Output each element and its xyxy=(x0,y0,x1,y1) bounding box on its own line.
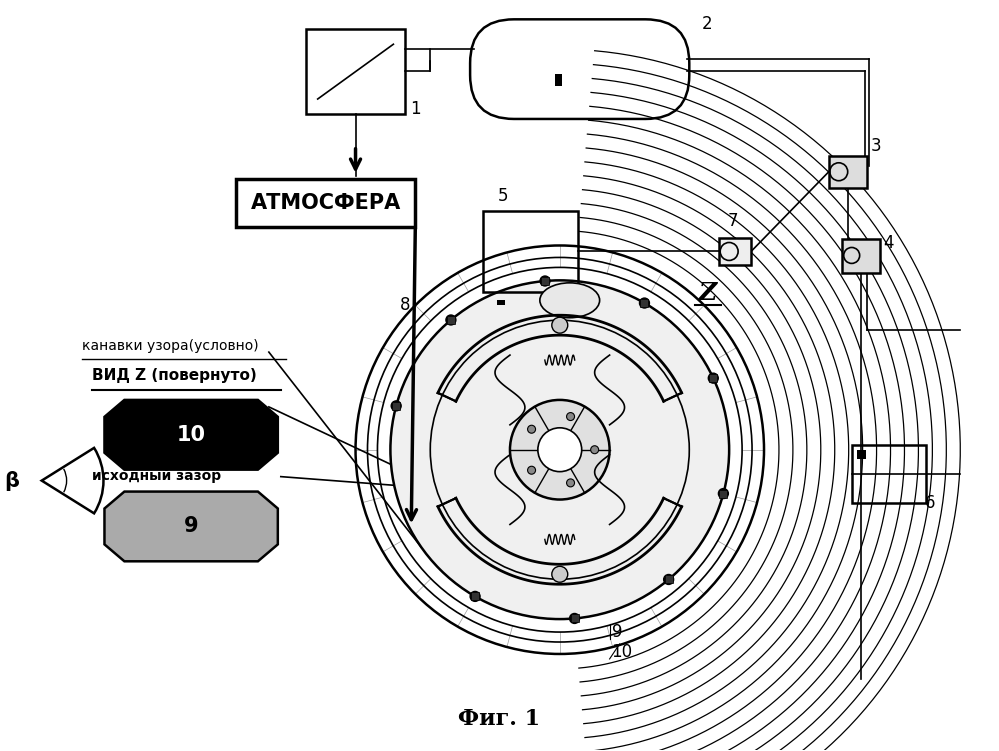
Circle shape xyxy=(551,566,567,582)
Text: АТМОСФЕРА: АТМОСФЕРА xyxy=(251,193,401,213)
Bar xyxy=(570,614,578,623)
Bar xyxy=(640,299,648,307)
Bar xyxy=(472,593,480,600)
Text: 7: 7 xyxy=(727,212,737,230)
Bar xyxy=(484,210,577,292)
Text: 6: 6 xyxy=(924,493,935,511)
Polygon shape xyxy=(105,400,278,469)
Text: 4: 4 xyxy=(883,234,894,252)
Bar xyxy=(842,239,879,273)
Bar xyxy=(541,277,549,285)
Text: 3: 3 xyxy=(870,137,881,155)
Circle shape xyxy=(527,466,535,474)
Text: канавки узора(условно): канавки узора(условно) xyxy=(82,339,258,353)
Circle shape xyxy=(392,401,402,411)
Circle shape xyxy=(566,479,574,487)
Bar xyxy=(719,237,751,265)
Circle shape xyxy=(471,592,481,602)
Circle shape xyxy=(708,373,718,383)
Circle shape xyxy=(527,425,535,433)
Bar xyxy=(236,179,416,227)
Bar xyxy=(554,74,561,86)
Circle shape xyxy=(663,575,673,584)
Circle shape xyxy=(639,298,649,308)
Text: исходный зазор: исходный зазор xyxy=(92,469,221,483)
Circle shape xyxy=(391,280,729,619)
Circle shape xyxy=(509,400,609,499)
Bar xyxy=(829,155,867,188)
Circle shape xyxy=(718,489,728,499)
Text: 9: 9 xyxy=(184,517,199,536)
Text: ВИД Z (повернуто): ВИД Z (повернуто) xyxy=(92,368,257,383)
Bar xyxy=(393,402,401,410)
Text: 1: 1 xyxy=(411,100,421,118)
Bar xyxy=(719,490,727,498)
Circle shape xyxy=(569,614,579,623)
Bar xyxy=(664,575,672,584)
Text: 2: 2 xyxy=(702,15,713,33)
Polygon shape xyxy=(105,492,278,561)
Text: 8: 8 xyxy=(401,296,411,314)
Circle shape xyxy=(551,317,567,333)
Text: 5: 5 xyxy=(499,187,508,205)
Circle shape xyxy=(537,428,581,472)
Text: 9: 9 xyxy=(611,623,622,641)
Circle shape xyxy=(446,315,456,325)
Bar xyxy=(306,29,406,114)
Text: Фиг. 1: Фиг. 1 xyxy=(458,707,540,730)
Text: 10: 10 xyxy=(177,425,206,445)
Text: 10: 10 xyxy=(611,643,632,661)
Circle shape xyxy=(590,446,598,454)
Bar xyxy=(857,450,866,459)
Bar xyxy=(498,300,504,305)
Text: β: β xyxy=(4,471,19,490)
Ellipse shape xyxy=(539,283,599,318)
Text: Z: Z xyxy=(699,282,717,305)
Bar xyxy=(447,316,455,324)
Circle shape xyxy=(566,412,574,421)
Wedge shape xyxy=(42,448,104,514)
Bar xyxy=(709,374,717,382)
Bar xyxy=(852,445,926,502)
Circle shape xyxy=(540,276,550,286)
